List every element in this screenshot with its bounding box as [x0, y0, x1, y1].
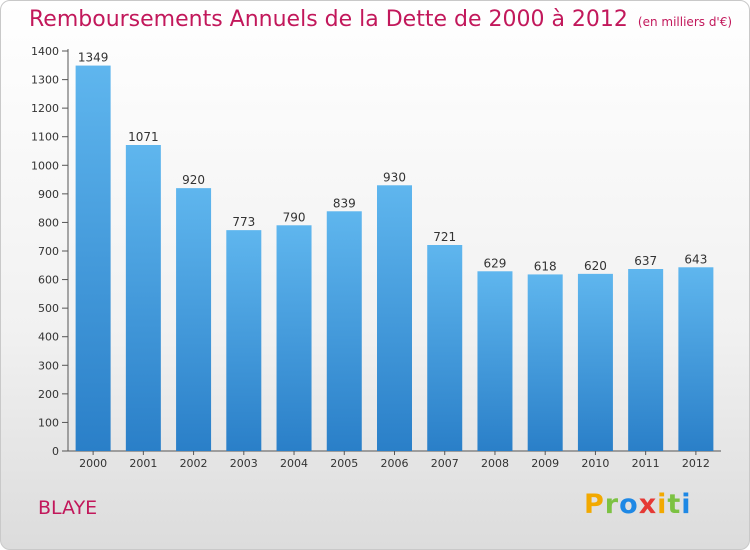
bar: [226, 230, 262, 451]
bar: [377, 185, 412, 452]
y-tick-label: 1400: [31, 45, 59, 58]
bar: [628, 269, 664, 451]
bar: [527, 274, 563, 451]
bar: [477, 271, 513, 451]
x-tick-label: 2012: [682, 457, 710, 470]
x-tick-label: 2010: [581, 457, 609, 470]
bar-value-label: 620: [584, 259, 607, 273]
bar: [176, 188, 212, 451]
proxiti-logo: Proxiti: [584, 489, 692, 520]
bar: [678, 267, 714, 451]
y-tick-label: 1300: [31, 74, 59, 87]
bar: [125, 145, 161, 451]
x-tick-label: 2005: [330, 457, 358, 470]
x-tick-label: 2007: [431, 457, 459, 470]
x-tick-label: 2006: [381, 457, 409, 470]
y-tick-label: 700: [38, 245, 59, 258]
x-tick-label: 2000: [79, 457, 107, 470]
x-tick-label: 2009: [531, 457, 559, 470]
bar-value-label: 1349: [78, 51, 109, 65]
bar-value-label: 637: [634, 254, 657, 268]
unit-label: (en milliers d'€): [637, 15, 733, 29]
y-tick-label: 200: [38, 388, 59, 401]
y-tick-label: 1000: [31, 159, 59, 172]
bar: [577, 273, 613, 451]
y-tick-label: 300: [38, 359, 59, 372]
city-name: BLAYE: [38, 497, 98, 519]
bar-value-label: 643: [684, 252, 707, 266]
bar-value-label: 618: [534, 259, 557, 273]
bar: [75, 65, 111, 452]
x-tick-label: 2004: [280, 457, 308, 470]
bar-value-label: 773: [232, 215, 255, 229]
bar-value-label: 839: [333, 196, 356, 210]
bar-value-label: 1071: [128, 130, 159, 144]
y-tick-label: 900: [38, 188, 59, 201]
y-tick-label: 0: [52, 445, 59, 458]
bar: [326, 211, 362, 451]
x-tick-label: 2011: [632, 457, 660, 470]
y-tick-label: 100: [38, 416, 59, 429]
chart-title: Remboursements Annuels de la Dette de 20…: [29, 7, 732, 32]
x-tick-label: 2008: [481, 457, 509, 470]
bar-value-label: 721: [433, 230, 456, 244]
y-tick-label: 400: [38, 331, 59, 344]
x-tick-label: 2001: [129, 457, 157, 470]
y-tick-label: 1100: [31, 131, 59, 144]
bar: [427, 245, 463, 451]
bar-value-label: 629: [484, 256, 507, 270]
bar-value-label: 930: [383, 170, 406, 184]
bar-value-label: 790: [283, 210, 306, 224]
bar-value-label: 920: [182, 173, 205, 187]
y-tick-label: 500: [38, 302, 59, 315]
bar: [276, 225, 312, 451]
y-tick-label: 1200: [31, 102, 59, 115]
x-tick-label: 2003: [230, 457, 258, 470]
title-text: Remboursements Annuels de la Dette de 20…: [29, 7, 628, 32]
x-tick-label: 2002: [180, 457, 208, 470]
y-tick-label: 800: [38, 216, 59, 229]
y-tick-label: 600: [38, 274, 59, 287]
